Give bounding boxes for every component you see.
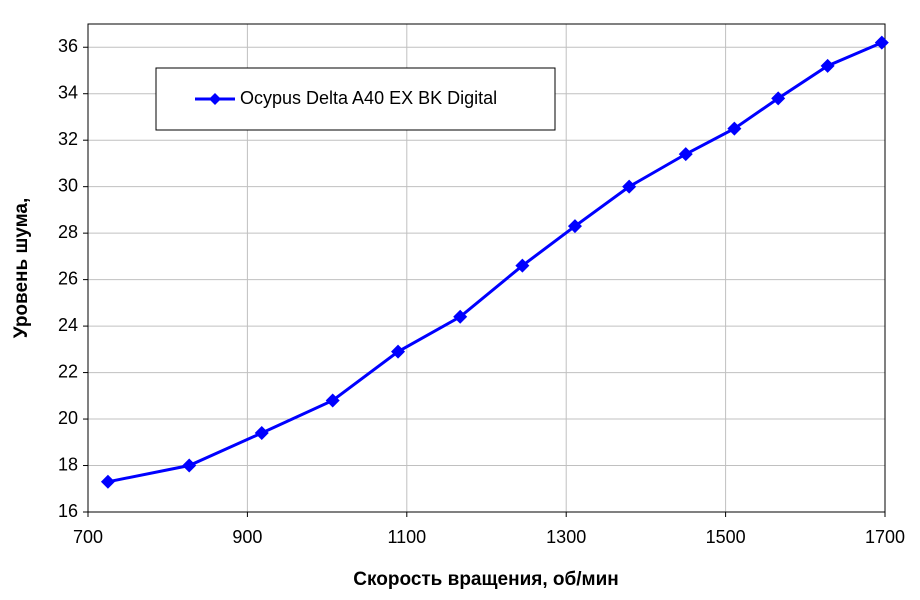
y-tick-label: 20: [58, 408, 78, 428]
data-point: [820, 58, 835, 73]
x-tick-label: 900: [232, 527, 262, 547]
y-tick-label: 22: [58, 361, 78, 381]
series-line: [107, 41, 883, 484]
y-tick-label: 30: [58, 175, 78, 195]
data-point: [391, 344, 406, 359]
y-axis-label: Уровень шума,: [11, 198, 32, 339]
data-point: [100, 474, 115, 489]
data-point: [515, 258, 530, 273]
legend-marker: [209, 93, 221, 105]
x-axis-label: Скорость вращения, об/мин: [353, 569, 618, 590]
data-point: [727, 121, 742, 136]
data-point: [678, 147, 693, 162]
data-point: [254, 425, 269, 440]
y-tick-label: 32: [58, 129, 78, 149]
data-point: [453, 309, 468, 324]
x-tick-label: 1100: [387, 527, 426, 547]
data-point: [567, 219, 582, 234]
y-tick-label: 18: [58, 454, 78, 474]
x-tick-label: 1700: [865, 527, 905, 547]
legend: Ocypus Delta A40 EX BK Digital: [155, 67, 556, 131]
data-point: [182, 458, 197, 473]
legend-label: Ocypus Delta A40 EX BK Digital: [240, 88, 497, 108]
plot-frame: [87, 23, 886, 513]
y-tick-label: 16: [58, 501, 78, 521]
y-tick-label: 36: [58, 36, 78, 56]
x-tick-label: 700: [73, 527, 103, 547]
x-tick-label: 1500: [706, 527, 746, 547]
y-tick-label: 26: [58, 268, 78, 288]
y-tick-label: 28: [58, 222, 78, 242]
y-tick-label: 34: [58, 82, 78, 102]
y-tick-label: 24: [58, 315, 78, 335]
data-point: [874, 35, 889, 50]
data-point: [622, 179, 637, 194]
data-point: [325, 393, 340, 408]
x-tick-label: 1300: [546, 527, 586, 547]
data-point: [771, 91, 786, 106]
